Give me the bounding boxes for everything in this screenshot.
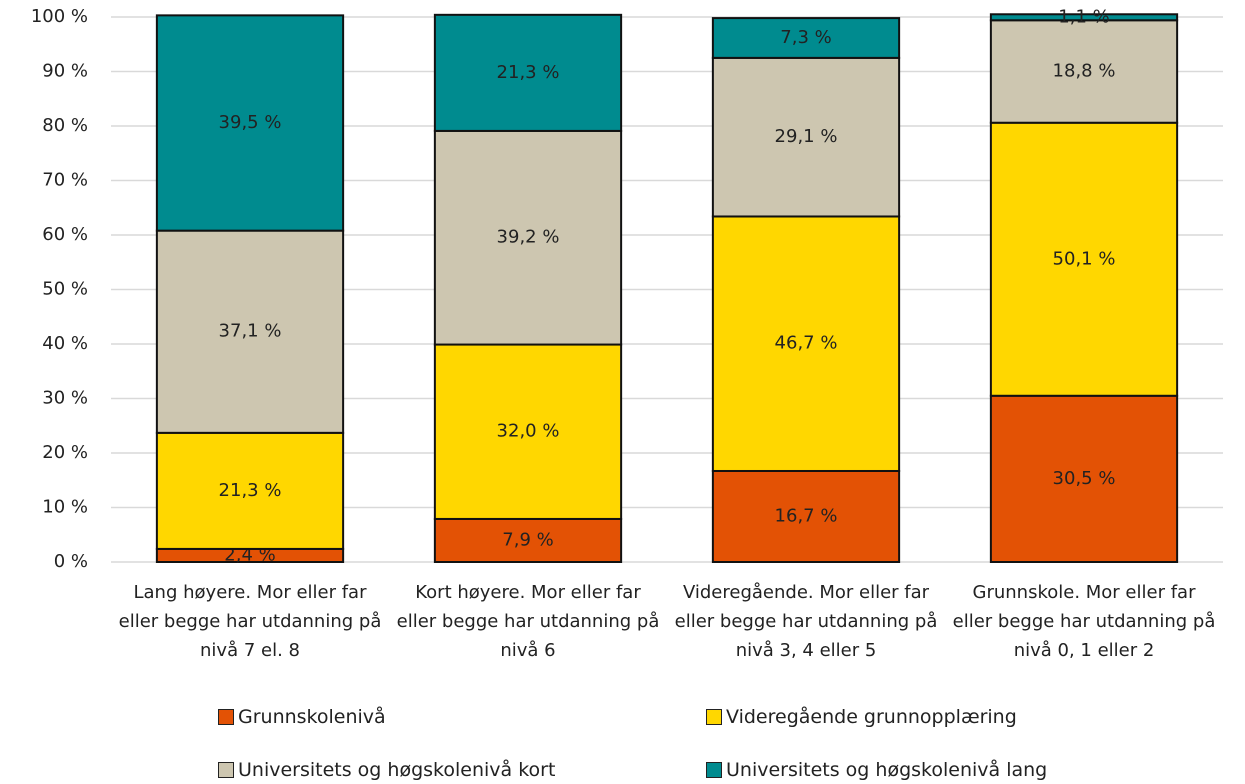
y-tick-label: 10 % [42, 497, 88, 518]
legend-swatch [218, 709, 234, 725]
y-tick-label: 40 % [42, 333, 88, 354]
data-label: 7,3 % [780, 27, 831, 48]
data-label: 37,1 % [219, 321, 282, 342]
x-tick-label: Grunnskole. Mor eller far eller begge ha… [952, 582, 1216, 661]
bar-segment [155, 431, 345, 550]
bar-segment [989, 394, 1179, 563]
data-label: 18,8 % [1053, 61, 1116, 82]
bar-segment [433, 129, 623, 346]
legend-item: Grunnskolenivå [218, 706, 386, 728]
y-tick-label: 60 % [42, 224, 88, 245]
data-label: 21,3 % [497, 62, 560, 83]
legend-label: Grunnskolenivå [238, 706, 386, 728]
legend-label: Videregående grunnopplæring [726, 706, 1017, 728]
bar-segment [433, 517, 623, 564]
bar-segment [989, 19, 1179, 124]
legend-swatch [218, 762, 234, 778]
data-label: 21,3 % [219, 480, 282, 501]
data-label: 1,1 % [1058, 6, 1109, 27]
bar-segment [711, 56, 901, 218]
data-label: 39,2 % [497, 227, 560, 248]
bar-segment [433, 13, 623, 132]
y-tick-label: 80 % [42, 115, 88, 136]
data-label: 29,1 % [775, 126, 838, 147]
bar-segment [711, 469, 901, 563]
bar-segment [155, 229, 345, 434]
data-label: 7,9 % [502, 529, 553, 550]
bar-segment [989, 121, 1179, 397]
legend-swatch [706, 709, 722, 725]
data-label: 32,0 % [497, 421, 560, 442]
data-label: 39,5 % [219, 112, 282, 133]
legend-label: Universitets og høgskolenivå lang [726, 759, 1048, 781]
x-tick-label: Lang høyere. Mor eller far eller begge h… [118, 582, 382, 661]
data-label: 50,1 % [1053, 248, 1116, 269]
y-tick-label: 70 % [42, 170, 88, 191]
legend-swatch [706, 762, 722, 778]
data-label: 16,7 % [775, 505, 838, 526]
y-tick-label: 50 % [42, 279, 88, 300]
y-tick-label: 100 % [31, 6, 88, 27]
bar-segment [433, 343, 623, 520]
bar-segment [989, 13, 1179, 22]
y-tick-label: 20 % [42, 442, 88, 463]
legend-label: Universitets og høgskolenivå kort [238, 759, 556, 781]
bar-segment [711, 215, 901, 472]
bar-segment [155, 14, 345, 232]
legend-item: Videregående grunnopplæring [706, 706, 1017, 728]
bar-segment [711, 17, 901, 59]
y-tick-label: 0 % [54, 551, 88, 572]
data-label: 46,7 % [775, 333, 838, 354]
legend-item: Universitets og høgskolenivå lang [706, 759, 1047, 781]
x-tick-label: Kort høyere. Mor eller far eller begge h… [396, 582, 660, 661]
legend-item: Universitets og høgskolenivå kort [218, 759, 555, 781]
x-tick-label: Videregående. Mor eller far eller begge … [674, 582, 938, 661]
data-label: 30,5 % [1053, 468, 1116, 489]
y-tick-label: 30 % [42, 388, 88, 409]
y-tick-label: 90 % [42, 61, 88, 82]
